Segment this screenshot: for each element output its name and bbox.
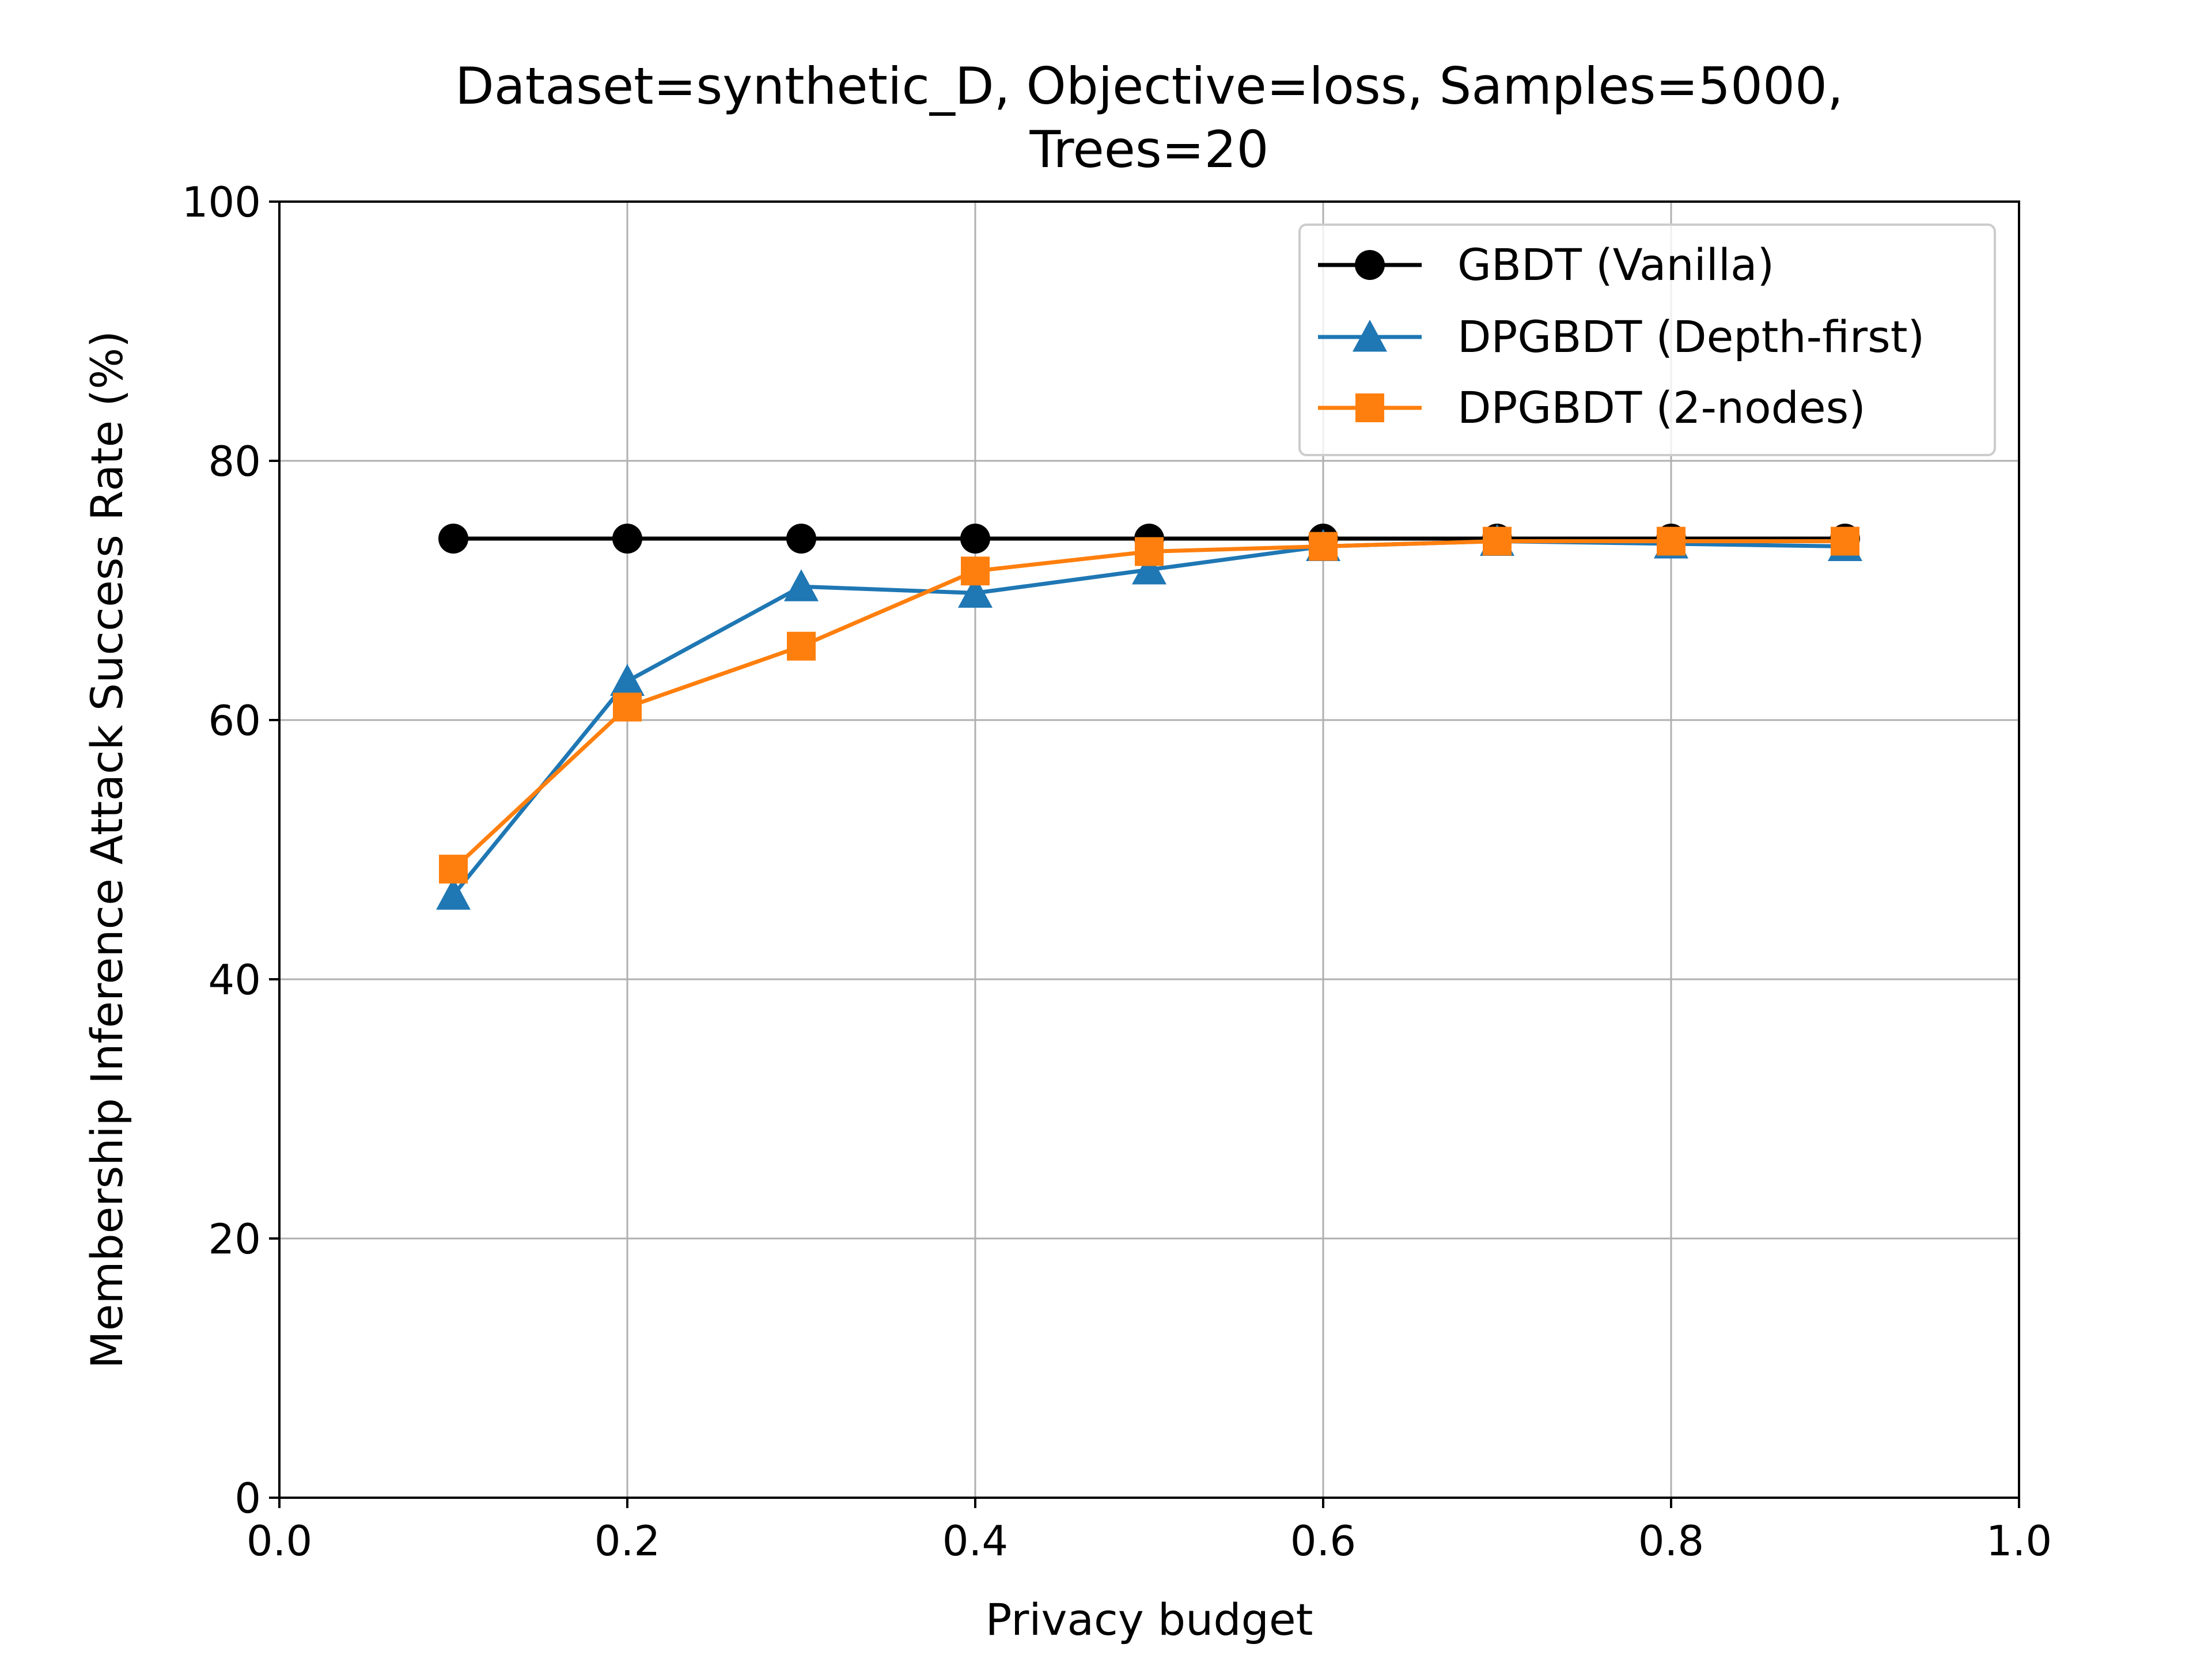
grid <box>278 200 2020 1499</box>
data-point-dpgbdt-2-nodes-7 <box>1657 527 1685 556</box>
data-point-dpgbdt-2-nodes-4 <box>1135 537 1164 566</box>
x-tick-label-5: 1.0 <box>1986 1517 2052 1565</box>
data-point-dpgbdt-2-nodes-1 <box>613 692 642 722</box>
data-point-gbdt-vanilla-3 <box>960 524 990 554</box>
data-point-dpgbdt-depth-first-0 <box>436 877 471 910</box>
x-tick-label-3: 0.6 <box>1290 1517 1357 1565</box>
x-tick-label-2: 0.4 <box>942 1517 1009 1565</box>
y-tick-label-3: 60 <box>208 696 261 745</box>
data-point-gbdt-vanilla-1 <box>612 524 642 554</box>
x-axis-label: Privacy budget <box>986 1594 1313 1645</box>
data-point-dpgbdt-2-nodes-8 <box>1831 527 1859 556</box>
legend: GBDT (Vanilla) DPGBDT (Depth-first) DPGB… <box>1298 224 1996 456</box>
data-point-dpgbdt-depth-first-4 <box>1132 552 1166 585</box>
legend-box <box>1298 224 1996 456</box>
data-point-dpgbdt-depth-first-3 <box>958 575 993 608</box>
data-point-dpgbdt-2-nodes-0 <box>439 854 468 884</box>
data-point-dpgbdt-depth-first-1 <box>610 664 645 696</box>
legend-label-dpgbdt-depth-first: DPGBDT (Depth-first) <box>1457 311 1925 362</box>
y-tick-label-0: 0 <box>234 1474 261 1522</box>
data-point-dpgbdt-depth-first-2 <box>784 569 819 601</box>
data-point-dpgbdt-2-nodes-2 <box>787 631 816 661</box>
x-tick-label-4: 0.8 <box>1638 1517 1705 1565</box>
y-tick-label-1: 20 <box>208 1215 261 1263</box>
legend-label-gbdt-vanilla: GBDT (Vanilla) <box>1457 239 1774 290</box>
chart-title-line-1: Dataset=synthetic_D, Objective=loss, Sam… <box>455 56 1843 116</box>
legend-marker-dpgbdt-2-nodes <box>1355 393 1384 422</box>
y-tick-label-5: 100 <box>182 178 261 226</box>
y-tick-label-2: 40 <box>208 956 261 1004</box>
legend-marker-gbdt-vanilla <box>1355 250 1385 280</box>
data-point-gbdt-vanilla-0 <box>438 524 468 554</box>
series-layer <box>436 524 1862 910</box>
data-point-dpgbdt-2-nodes-3 <box>961 556 990 586</box>
y-tick-label-4: 80 <box>208 437 261 486</box>
data-point-dpgbdt-2-nodes-5 <box>1309 532 1338 561</box>
x-tick-label-0: 0.0 <box>247 1517 313 1565</box>
data-point-dpgbdt-2-nodes-6 <box>1483 527 1512 556</box>
data-point-gbdt-vanilla-2 <box>786 524 816 554</box>
chart-title-line-2: Trees=20 <box>1029 120 1269 179</box>
y-axis-label: Membership Inference Attack Success Rate… <box>81 331 132 1369</box>
legend-items: GBDT (Vanilla) DPGBDT (Depth-first) DPGB… <box>1318 239 1925 433</box>
ticks: 0.0 0.2 0.4 0.6 0.8 1.0 0 20 40 60 80 100 <box>182 178 2052 1565</box>
plot-frame <box>278 200 2020 1499</box>
legend-label-dpgbdt-2-nodes: DPGBDT (2-nodes) <box>1457 382 1866 433</box>
series-dpgbdt-2-nodes <box>439 527 1859 884</box>
legend-marker-dpgbdt-depth-first <box>1353 320 1387 352</box>
x-tick-label-1: 0.2 <box>594 1517 661 1565</box>
